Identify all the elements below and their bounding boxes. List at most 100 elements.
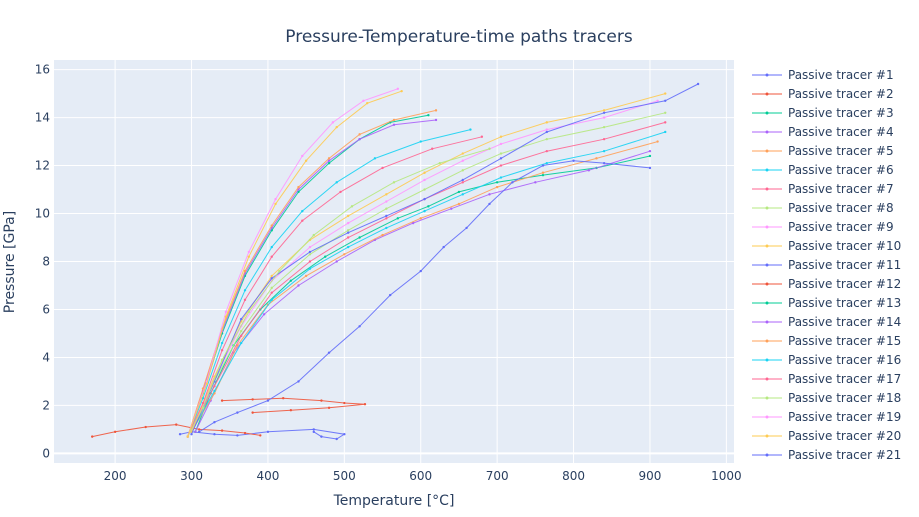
data-point [602, 161, 606, 165]
legend-label: Passive tracer #7 [788, 182, 894, 196]
data-point [327, 351, 331, 354]
legend-label: Passive tracer #19 [788, 410, 901, 424]
series-line [187, 148, 490, 437]
data-point [186, 435, 189, 438]
data-point [388, 293, 392, 297]
y-axis-ticks: 0 2 4 6 8 10 12 14 16 [35, 63, 50, 461]
series-line [191, 83, 699, 435]
y-tick-label: 0 [42, 446, 50, 460]
data-point [545, 130, 549, 134]
data-point [297, 185, 300, 189]
data-point [346, 231, 350, 234]
legend-item[interactable]: Passive tracer #12 [752, 277, 901, 291]
data-point [282, 397, 285, 400]
legend-item[interactable]: Passive tracer #9 [752, 220, 894, 234]
legend-item[interactable]: Passive tracer #5 [752, 144, 894, 158]
legend-label: Passive tracer #15 [788, 334, 901, 348]
legend-item[interactable]: Passive tracer #13 [752, 296, 901, 310]
data-point [312, 430, 315, 434]
y-axis-title: Pressure [GPa] [2, 211, 18, 313]
data-point [664, 92, 667, 95]
data-point [602, 109, 606, 112]
series-tracer-11 [190, 82, 700, 436]
legend-item[interactable]: Passive tracer #20 [752, 429, 901, 443]
data-point [648, 166, 652, 170]
data-point [385, 217, 388, 220]
legend-item[interactable]: Passive tracer #1 [752, 68, 894, 82]
legend-item[interactable]: Passive tracer #21 [752, 448, 901, 462]
legend-item[interactable]: Passive tracer #19 [752, 410, 901, 424]
data-point [461, 178, 464, 182]
grid-lines [54, 60, 734, 463]
series-tracer-1 [178, 428, 346, 441]
data-point [270, 224, 273, 227]
legend-item[interactable]: Passive tracer #8 [752, 201, 894, 215]
legend-label: Passive tracer #12 [788, 277, 901, 291]
data-point [656, 99, 659, 102]
legend-label: Passive tracer #5 [788, 144, 894, 158]
data-point [251, 398, 254, 401]
data-point [346, 236, 350, 239]
data-point [301, 154, 304, 158]
data-point [385, 200, 388, 203]
data-point [499, 157, 503, 160]
data-point [350, 205, 354, 208]
data-point [427, 113, 430, 117]
data-point [419, 140, 422, 143]
data-point [213, 421, 216, 424]
data-point [270, 286, 273, 290]
data-point [335, 260, 338, 263]
data-point [450, 207, 453, 210]
series-line [187, 136, 483, 437]
y-tick-label: 10 [35, 207, 50, 221]
data-point [572, 159, 575, 162]
data-point [363, 403, 367, 406]
series-line [92, 424, 261, 438]
legend-item[interactable]: Passive tracer #7 [752, 182, 894, 196]
legend-item[interactable]: Passive tracer #16 [752, 353, 901, 367]
data-point [312, 428, 315, 431]
data-point [224, 315, 228, 318]
data-point [602, 111, 606, 114]
legend-item[interactable]: Passive tracer #6 [752, 163, 894, 177]
data-point [190, 433, 193, 436]
data-point [236, 434, 239, 437]
legend-item[interactable]: Passive tracer #11 [752, 258, 901, 272]
legend-item[interactable]: Passive tracer #14 [752, 315, 901, 329]
data-point [534, 181, 537, 184]
data-point [541, 171, 545, 174]
legend-label: Passive tracer #4 [788, 125, 894, 139]
legend-swatch-marker [765, 415, 769, 419]
y-tick-label: 16 [35, 63, 50, 77]
legend-swatch-marker [765, 434, 769, 438]
legend-item[interactable]: Passive tracer #18 [752, 391, 901, 405]
data-point [602, 125, 606, 129]
data-point [194, 430, 197, 434]
data-point [358, 325, 361, 328]
data-point [335, 181, 338, 184]
data-point [175, 423, 178, 426]
legend-item[interactable]: Passive tracer #3 [752, 106, 894, 120]
data-point [358, 137, 361, 141]
legend-label: Passive tracer #16 [788, 353, 901, 367]
series-tracer-12 [220, 397, 367, 414]
legend-item[interactable]: Passive tracer #2 [752, 87, 894, 101]
y-tick-label: 12 [35, 159, 50, 173]
legend-item[interactable]: Passive tracer #15 [752, 334, 901, 348]
data-point [396, 87, 400, 90]
legend-item[interactable]: Passive tracer #4 [752, 125, 894, 139]
legend: Passive tracer #1 Passive tracer #2 Passiv… [752, 68, 901, 462]
data-point [289, 279, 293, 282]
data-point [438, 161, 442, 165]
data-point [247, 310, 251, 314]
data-point [259, 434, 262, 437]
data-point [511, 181, 514, 184]
data-point [289, 409, 293, 412]
data-point [545, 137, 549, 141]
legend-item[interactable]: Passive tracer #10 [752, 239, 901, 253]
legend-item[interactable]: Passive tracer #17 [752, 372, 901, 386]
data-point [220, 358, 224, 362]
x-tick-label: 500 [333, 469, 356, 483]
data-point [304, 159, 308, 162]
legend-label: Passive tracer #14 [788, 315, 901, 329]
